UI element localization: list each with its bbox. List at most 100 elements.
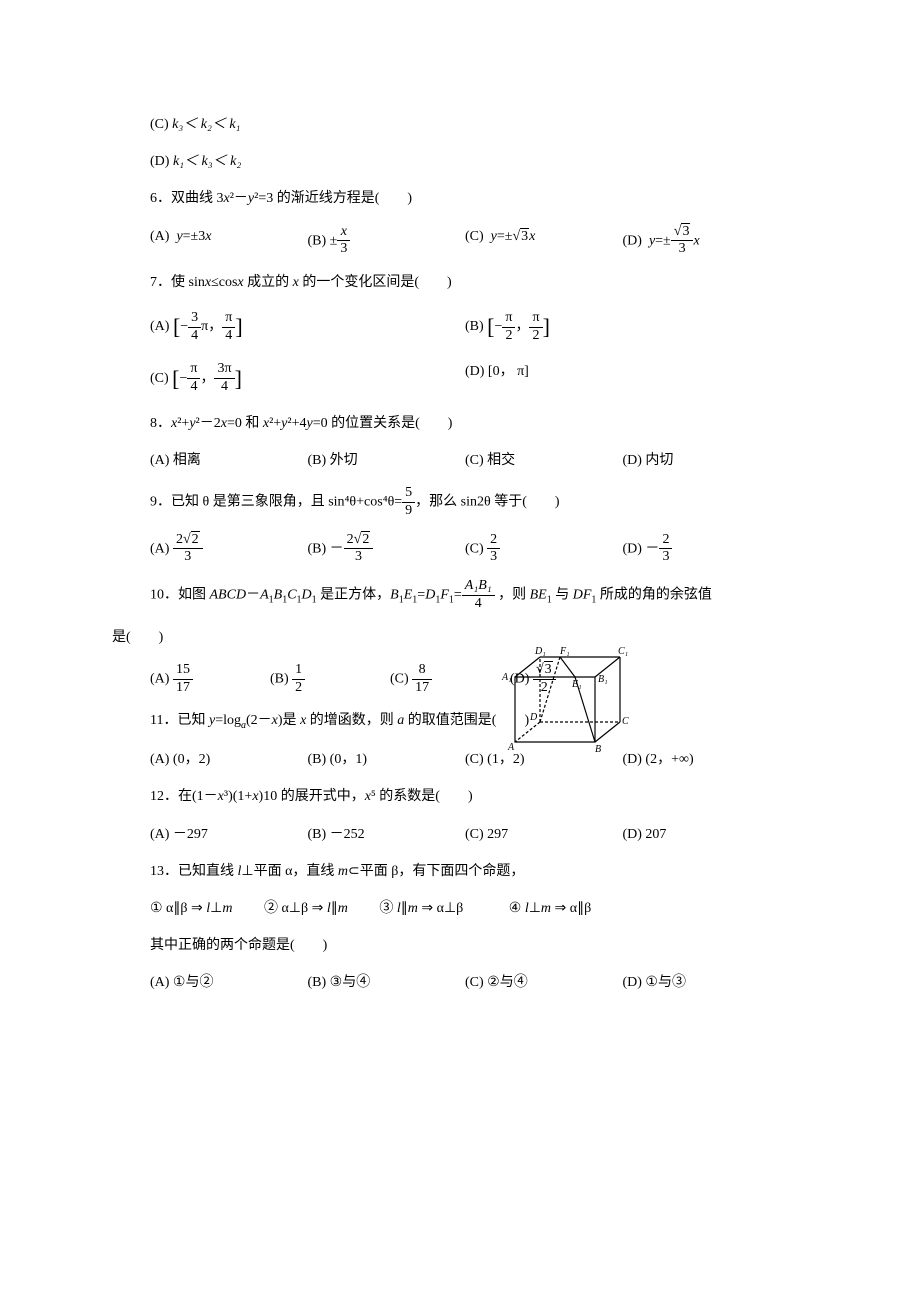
lbl-C1: C₁ bbox=[618, 646, 628, 657]
q7-row2: (C) [−π4，3π4] (D) [0， π] bbox=[150, 359, 780, 399]
q7-A-pre: (A) bbox=[150, 319, 173, 334]
q9-Bs: 2 bbox=[361, 531, 370, 547]
q7-B: (B) [−π2，π2] bbox=[465, 307, 780, 347]
q9-stem-post: ，那么 sin2θ 等于( ) bbox=[415, 494, 559, 509]
optC-math: k₃＜ k₂＜ k₁ bbox=[172, 117, 240, 132]
q8-D: (D) 内切 bbox=[623, 448, 781, 473]
q13-props: ① α∥β ⇒ l⊥m ② α⊥β ⇒ l∥m ③ l∥m ⇒ α⊥β ④ l⊥… bbox=[150, 896, 780, 921]
q10-Ad: 17 bbox=[173, 680, 193, 697]
q9-options: (A) 2√23 (B) －2√23 (C) 23 (D) －23 bbox=[150, 532, 780, 567]
q7-C-n1: π bbox=[187, 361, 200, 379]
q6-options: (A) y=±3x (B) ±x3 (C) y=±√3x (D) y=±√33x bbox=[150, 224, 780, 259]
lbl-A1: A₁ bbox=[501, 672, 512, 683]
q6-D-den: 3 bbox=[671, 241, 694, 258]
q9-B: (B) －2√23 bbox=[308, 532, 466, 567]
q9-Cd: 3 bbox=[487, 549, 500, 566]
q9-A: (A) 2√23 bbox=[150, 532, 308, 567]
q10-Bd: 2 bbox=[292, 680, 305, 697]
q6-stem: 6．双曲线 3x²－y²=3 的渐近线方程是( ) bbox=[150, 186, 780, 211]
q8-stem: 8．x²+y²－2x=0 和 x²+y²+4y=0 的位置关系是( ) bbox=[150, 411, 780, 436]
q13-B: (B) ③与④ bbox=[308, 970, 466, 995]
q10-Cn: 8 bbox=[412, 662, 432, 680]
q6-C-sqrt: 3 bbox=[520, 228, 529, 244]
q10-sn: A₁B₁ bbox=[462, 578, 495, 596]
optD-label: (D) bbox=[150, 154, 173, 169]
q8-C: (C) 相交 bbox=[465, 448, 623, 473]
q9-Bd: 3 bbox=[344, 549, 374, 566]
q7-A-n1: 3 bbox=[188, 310, 201, 328]
q10-C-pre: (C) bbox=[390, 671, 412, 686]
q9-C: (C) 23 bbox=[465, 532, 623, 567]
q7-B-n2: π bbox=[529, 310, 542, 328]
q12-options: (A) －297 (B) －252 (C) 297 (D) 207 bbox=[150, 822, 780, 847]
q10-C: (C) 817 bbox=[390, 662, 510, 697]
q11-options: (A) (0，2) (B) (0，1) (C) (1，2) (D) (2，+∞) bbox=[150, 747, 780, 772]
q10-stem: 10．如图 ABCD－A1B1C1D1 是正方体，B1E1=D1F1=A₁B₁4… bbox=[150, 578, 780, 613]
q6-B-label: (B) ± bbox=[308, 233, 338, 248]
q11-A: (A) (0，2) bbox=[150, 747, 308, 772]
q12-B: (B) －252 bbox=[308, 822, 466, 847]
q12-stem: 12．在(1－x³)(1+x)10 的展开式中，x⁵ 的系数是( ) bbox=[150, 784, 780, 809]
q10-An: 15 bbox=[173, 662, 193, 680]
q5-optD: (D) k₁＜ k₃＜ k₂ bbox=[150, 149, 780, 174]
q7-B-n1: π bbox=[502, 310, 515, 328]
optD-math: k₁＜ k₃＜ k₂ bbox=[173, 154, 241, 169]
lbl-E1: E₁ bbox=[571, 679, 582, 690]
q9-sd: 9 bbox=[402, 503, 415, 520]
q12-A: (A) －297 bbox=[150, 822, 308, 847]
q7-C-d1: 4 bbox=[187, 379, 200, 396]
q9-An: 2 bbox=[176, 532, 183, 547]
q10-B: (B) 12 bbox=[270, 662, 390, 697]
q10-Cd: 17 bbox=[412, 680, 432, 697]
q7-B-d1: 2 bbox=[502, 328, 515, 345]
q13-stem: 13．已知直线 l⊥平面 α，直线 m⊂平面 β，有下面四个命题， bbox=[150, 859, 780, 884]
q8-B: (B) 外切 bbox=[308, 448, 466, 473]
q12-C: (C) 297 bbox=[465, 822, 623, 847]
lbl-C: C bbox=[622, 716, 629, 727]
lbl-A: A bbox=[507, 742, 515, 752]
q7-stem: 7．使 sinx≤cosx 成立的 x 的一个变化区间是( ) bbox=[150, 270, 780, 295]
q13-D: (D) ①与③ bbox=[623, 970, 781, 995]
q7-C-n2: 3π bbox=[214, 361, 234, 379]
q9-Ad: 3 bbox=[173, 549, 203, 566]
q9-As: 2 bbox=[191, 531, 200, 547]
q6-B-den: 3 bbox=[337, 241, 350, 258]
q6-C: (C) y=±√3x bbox=[465, 224, 623, 259]
q7-row1: (A) [−34π，π4] (B) [−π2，π2] bbox=[150, 307, 780, 347]
q9-D-pre: (D) － bbox=[623, 541, 660, 556]
q11-stem: 11．已知 y=loga(2－x)是 x 的增函数，则 a 的取值范围是( ) bbox=[150, 708, 780, 735]
lbl-D: D bbox=[529, 712, 538, 723]
q6-B: (B) ±x3 bbox=[308, 224, 466, 259]
q11-B: (B) (0，1) bbox=[308, 747, 466, 772]
q7-C-pre: (C) bbox=[150, 371, 172, 386]
q9-stem: 9．已知 θ 是第三象限角，且 sin⁴θ+cos⁴θ=59，那么 sin2θ … bbox=[150, 485, 780, 520]
q6-D-num: 3 bbox=[681, 223, 690, 239]
q9-stem-pre: 9．已知 θ 是第三象限角，且 sin⁴θ+cos⁴θ= bbox=[150, 494, 402, 509]
q7-B-pre: (B) bbox=[465, 319, 487, 334]
q13-sub: 其中正确的两个命题是( ) bbox=[150, 933, 780, 958]
q5-optC: (C) k₃＜ k₂＜ k₁ bbox=[150, 112, 780, 137]
q9-C-pre: (C) bbox=[465, 541, 487, 556]
lbl-B: B bbox=[595, 744, 601, 752]
q7-A-d2: 4 bbox=[222, 328, 235, 345]
q7-A-d1: 4 bbox=[188, 328, 201, 345]
q9-D: (D) －23 bbox=[623, 532, 781, 567]
q11-D: (D) (2，+∞) bbox=[623, 747, 781, 772]
lbl-D1: D₁ bbox=[534, 646, 546, 657]
q10-stem-tail: 是( ) bbox=[112, 625, 780, 650]
cube-diagram: D₁ F₁ C₁ A₁ E₁ B₁ D C A B bbox=[500, 642, 630, 752]
q6-D-tail: x bbox=[693, 233, 699, 248]
q7-A: (A) [−34π，π4] bbox=[150, 307, 465, 347]
q9-A-pre: (A) bbox=[150, 541, 173, 556]
q13-C: (C) ②与④ bbox=[465, 970, 623, 995]
q9-sn: 5 bbox=[402, 485, 415, 503]
q12-D: (D) 207 bbox=[623, 822, 781, 847]
q13-options: (A) ①与② (B) ③与④ (C) ②与④ (D) ①与③ bbox=[150, 970, 780, 995]
q6-C-tail: x bbox=[529, 229, 535, 244]
lbl-B1: B₁ bbox=[598, 674, 608, 685]
q10-block: 10．如图 ABCD－A1B1C1D1 是正方体，B1E1=D1F1=A₁B₁4… bbox=[150, 578, 780, 696]
q7-A-n2: π bbox=[222, 310, 235, 328]
q6-A: (A) y=±3x bbox=[150, 224, 308, 259]
q10-A: (A) 1517 bbox=[150, 662, 270, 697]
q9-B-pre: (B) － bbox=[308, 541, 344, 556]
